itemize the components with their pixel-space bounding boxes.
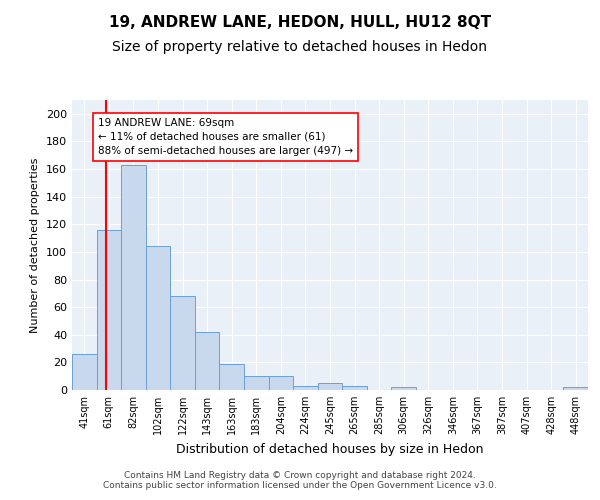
Text: 19 ANDREW LANE: 69sqm
← 11% of detached houses are smaller (61)
88% of semi-deta: 19 ANDREW LANE: 69sqm ← 11% of detached … [98, 118, 353, 156]
Y-axis label: Number of detached properties: Number of detached properties [31, 158, 40, 332]
Bar [195, 332, 220, 390]
Bar [97, 230, 121, 390]
Bar [170, 296, 195, 390]
Text: Size of property relative to detached houses in Hedon: Size of property relative to detached ho… [113, 40, 487, 54]
Bar [121, 165, 146, 390]
X-axis label: Distribution of detached houses by size in Hedon: Distribution of detached houses by size … [176, 442, 484, 456]
Text: Contains HM Land Registry data © Crown copyright and database right 2024.
Contai: Contains HM Land Registry data © Crown c… [103, 470, 497, 490]
Bar [72, 354, 97, 390]
Bar [318, 383, 342, 390]
Bar [293, 386, 318, 390]
Text: 19, ANDREW LANE, HEDON, HULL, HU12 8QT: 19, ANDREW LANE, HEDON, HULL, HU12 8QT [109, 15, 491, 30]
Bar [342, 386, 367, 390]
Bar [563, 387, 588, 390]
Bar [146, 246, 170, 390]
Bar [220, 364, 244, 390]
Bar [391, 387, 416, 390]
Bar [269, 376, 293, 390]
Bar [244, 376, 269, 390]
